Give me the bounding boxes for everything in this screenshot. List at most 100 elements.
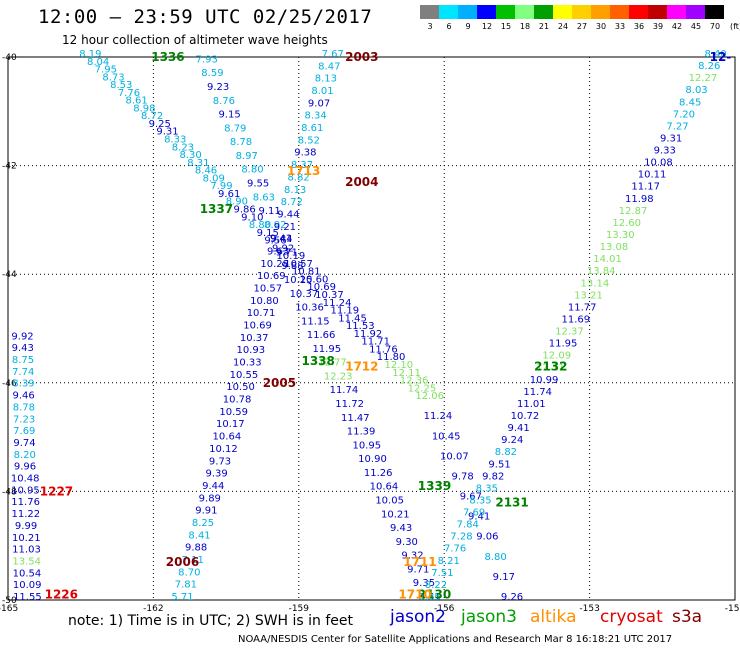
wave-height-value: 13.54 — [12, 556, 41, 567]
wave-height-value: 7.11 — [182, 555, 204, 566]
wave-height-value: 8.80 — [484, 552, 506, 563]
legend-swatch — [686, 5, 705, 19]
wave-height-value: 7.51 — [431, 568, 453, 579]
wave-height-value: 10.19 — [277, 251, 306, 262]
pass-label: 2131 — [495, 495, 528, 509]
wave-height-value: 9.46 — [13, 391, 35, 402]
wave-height-value: 12.87 — [619, 206, 648, 217]
wave-height-value: 8.82 — [495, 447, 517, 458]
wave-height-value: 11.80 — [377, 352, 406, 363]
legend-label: 30 — [595, 22, 607, 31]
wave-height-value: 9.51 — [488, 459, 510, 470]
legend-swatch — [496, 5, 515, 19]
wave-height-value: 9.41 — [270, 234, 292, 245]
wave-height-value: 8.04 — [87, 57, 109, 68]
pass-label: 1338 — [301, 354, 334, 368]
wave-height-value: 8.13 — [284, 185, 306, 196]
wave-height-value: 11.72 — [335, 399, 364, 410]
pass-label: 1337 — [200, 202, 233, 216]
wave-height-value: 10.55 — [230, 370, 259, 381]
lat-tick-label: -42 — [2, 162, 17, 172]
wave-height-value: 9.43 — [390, 523, 412, 534]
legend-swatch — [591, 5, 610, 19]
wave-height-value: 8.70 — [178, 567, 200, 578]
wave-height-value: 8.97 — [236, 151, 258, 162]
wave-height-value: 8.80 — [249, 220, 271, 231]
wave-height-value: 8.82 — [287, 172, 309, 183]
pass-label: 1227 — [40, 484, 73, 498]
wave-height-value: 8.25 — [192, 518, 214, 529]
pass-label: 2005 — [263, 376, 296, 390]
wave-height-value: 8.61 — [126, 96, 148, 107]
wave-height-value: 11.95 — [549, 339, 578, 350]
wave-height-value: 11.76 — [11, 497, 40, 508]
wave-height-value: 10.33 — [233, 358, 262, 369]
wave-height-value: 10.69 — [243, 321, 272, 332]
wave-height-value: 12.10 — [384, 360, 413, 371]
wave-height-value: 12.77 — [318, 358, 347, 369]
wave-height-value: 8.23 — [172, 142, 194, 153]
page-subtitle: 12 hour collection of altimeter wave hei… — [62, 33, 328, 47]
lat-tick-label: -48 — [2, 487, 17, 497]
wave-height-value: 12.06 — [415, 391, 444, 402]
wave-height-value: 8.33 — [164, 135, 186, 146]
legend-label: 24 — [557, 22, 569, 31]
wave-height-value: 9.89 — [199, 493, 221, 504]
wave-height-value: 9.25 — [149, 119, 171, 130]
footer-credit: NOAA/NESDIS Center for Satellite Applica… — [238, 634, 673, 645]
wave-height-value: 11.98 — [625, 194, 654, 205]
wave-height-value: 8.47 — [318, 61, 340, 72]
wave-height-value: 9.55 — [247, 178, 269, 189]
legend-swatch — [515, 5, 534, 19]
wave-height-value: 10.80 — [250, 296, 279, 307]
pass-label: 1710 — [398, 588, 431, 602]
legend-swatch — [420, 5, 439, 19]
satellite-name: jason3 — [461, 607, 517, 627]
wave-height-value: 9.33 — [654, 146, 676, 157]
pass-label: 2003 — [345, 50, 378, 64]
wave-height-value: 9.71 — [276, 247, 298, 258]
wave-height-value: 10.57 — [284, 259, 313, 270]
wave-height-value: 10.17 — [216, 419, 245, 430]
lat-tick-label: -50 — [2, 596, 17, 606]
satellite-name: s3a — [672, 607, 703, 627]
wave-height-value: 8.35 — [469, 495, 491, 506]
wave-height-value: 8.03 — [685, 85, 707, 96]
wave-height-value: 11.92 — [354, 329, 383, 340]
wave-height-value: 13.21 — [574, 290, 603, 301]
wave-height-value: 10.21 — [12, 533, 41, 544]
wave-height-value: 11.22 — [12, 509, 41, 520]
wave-height-value: 9.30 — [396, 537, 418, 548]
wave-height-value: 9.31 — [660, 133, 682, 144]
satellite-name: jason2 — [390, 607, 446, 627]
wave-height-value: 10.48 — [11, 474, 40, 485]
pass-label: 1226 — [45, 588, 78, 602]
wave-height-value: 11.74 — [330, 385, 359, 396]
wave-height-value: 9.82 — [482, 471, 504, 482]
wave-height-value: 7.95 — [95, 65, 117, 76]
legend-label: 27 — [576, 22, 588, 31]
lon-tick-label: -162 — [143, 604, 163, 614]
wave-height-value: 10.25 — [284, 275, 313, 286]
wave-height-value: 10.69 — [307, 282, 336, 293]
wave-height-value: 9.92 — [272, 243, 294, 254]
wave-height-value: 10.07 — [440, 451, 469, 462]
wave-height-value: 10.78 — [223, 395, 252, 406]
wave-height-value: 9.99 — [15, 521, 37, 532]
wave-height-value: 8.40 — [704, 49, 726, 60]
wave-height-value: 10.64 — [370, 482, 399, 493]
legend-label: 33 — [614, 22, 626, 31]
wave-height-value: 7.23 — [13, 414, 35, 425]
pass-label: 1712 — [345, 360, 378, 374]
wave-height-value: 8.22 — [425, 580, 447, 591]
wave-height-value: 8.78 — [230, 137, 252, 148]
wave-height-value: 12.23 — [324, 371, 353, 382]
wave-height-value: 10.11 — [638, 170, 667, 181]
wave-height-value: 8.35 — [419, 592, 441, 603]
legend-unit: (ft) — [729, 22, 740, 31]
map-frame — [7, 56, 736, 601]
wave-height-value: 10.93 — [236, 345, 265, 356]
pass-label: 1339 — [418, 479, 451, 493]
wave-height-value: 9.91 — [195, 506, 217, 517]
